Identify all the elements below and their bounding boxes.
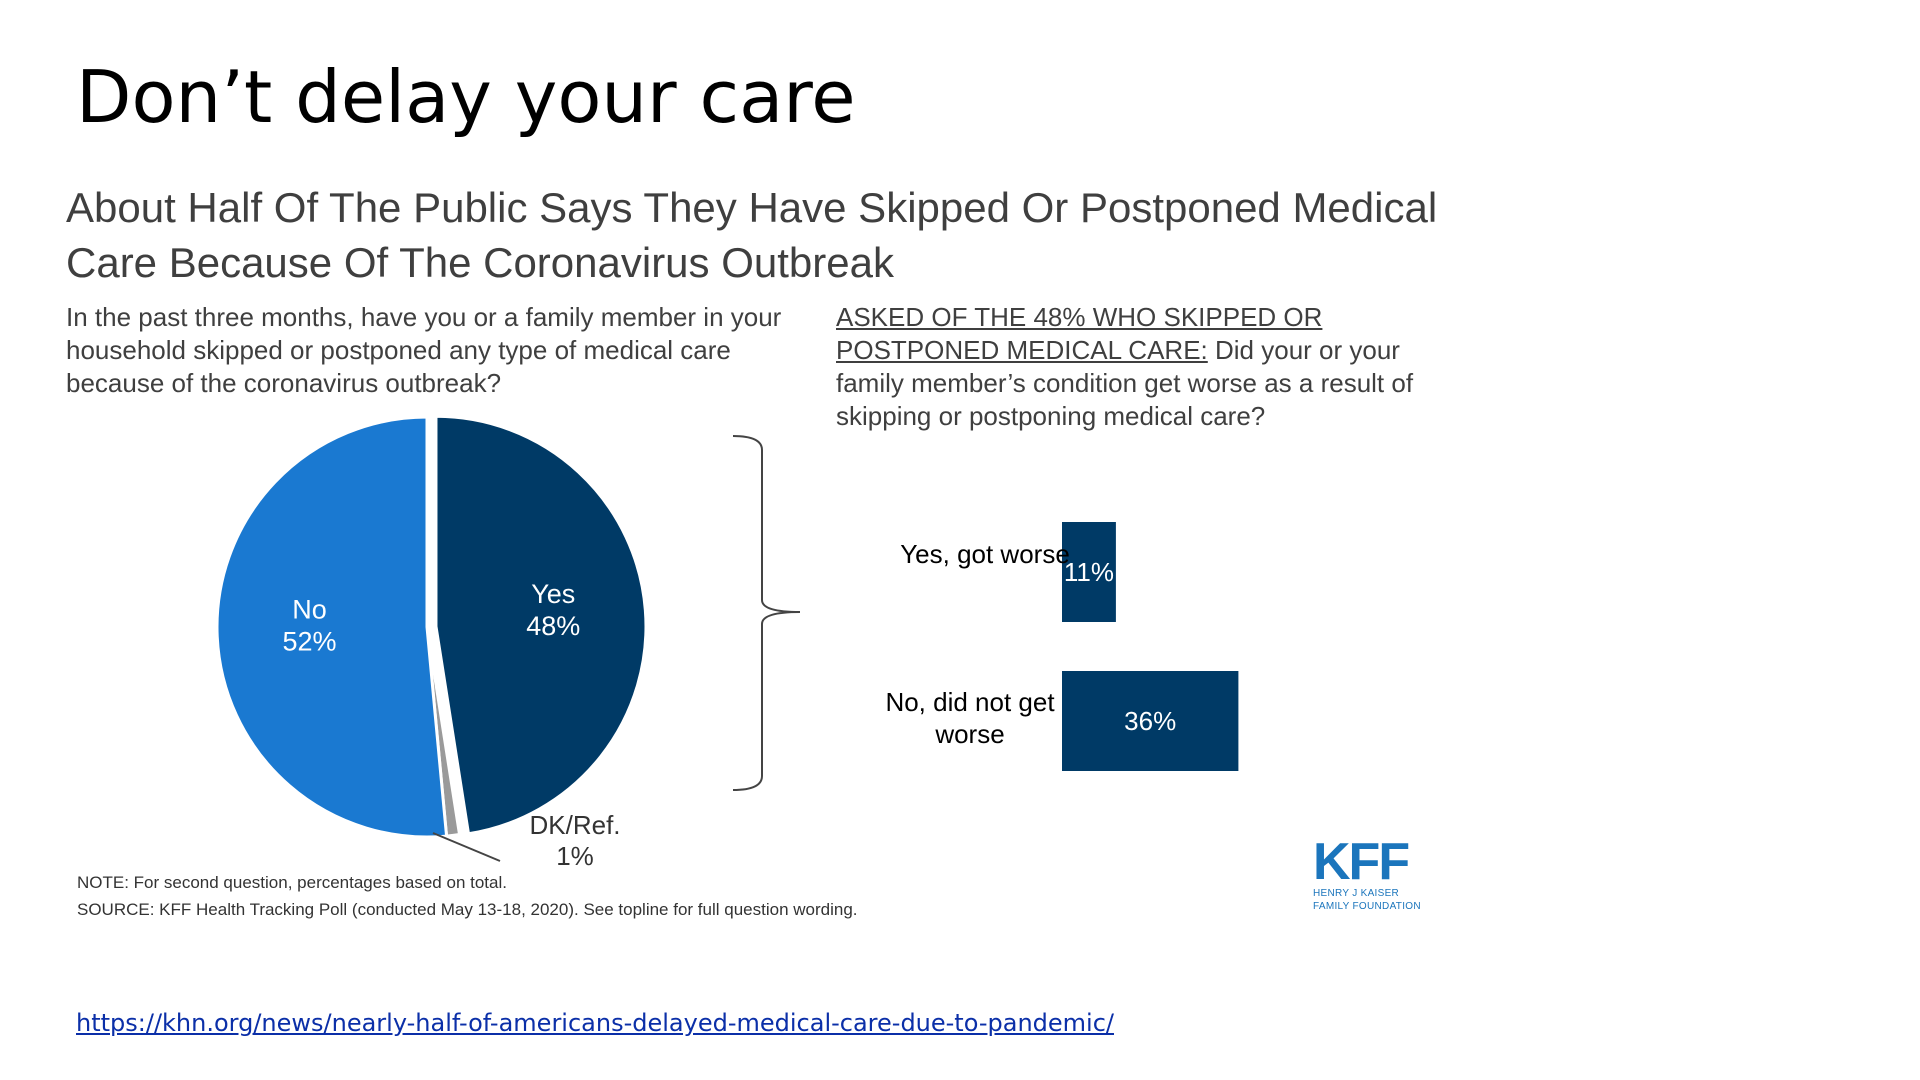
logo-subtitle-1: HENRY J KAISER: [1313, 888, 1400, 899]
kff-logo: KFF HENRY J KAISER FAMILY FOUNDATION: [1313, 833, 1433, 912]
pie-value-yes: 48%: [526, 611, 580, 641]
bar-category-label-1: Yes, got worse: [900, 539, 1070, 569]
chart-title: About Half Of The Public Says They Have …: [66, 184, 1438, 286]
dk-ref-label: DK/Ref.: [529, 810, 620, 840]
pie-label-yes: Yes: [531, 579, 575, 609]
logo-mark: KFF: [1313, 833, 1410, 891]
note: NOTE: For second question, percentages b…: [77, 873, 507, 892]
question-1: In the past three months, have you or a …: [66, 302, 782, 398]
bar-value-label-1: 11%: [1064, 557, 1114, 587]
source-link[interactable]: https://khn.org/news/nearly-half-of-amer…: [76, 1009, 1114, 1037]
pie-label-no: No: [292, 594, 327, 624]
pie-slice-yes: [434, 414, 648, 836]
bracket: [732, 435, 801, 791]
pie-slice-no: [215, 415, 449, 839]
dk-ref-value: 1%: [556, 841, 594, 871]
logo-subtitle-2: FAMILY FOUNDATION: [1313, 901, 1421, 912]
bar-value-label-2: 36%: [1124, 706, 1176, 736]
bar-2: [1062, 671, 1239, 771]
question-2-text: Did your or your family member’s conditi…: [836, 335, 1414, 431]
bar-1: [1062, 522, 1116, 622]
question-2-prefix: ASKED OF THE 48% WHO SKIPPED OR POSTPONE…: [836, 302, 1323, 365]
bar-chart: 11% 36%: [1062, 522, 1239, 771]
dk-ref-leader-line: [432, 832, 501, 862]
source-note: SOURCE: KFF Health Tracking Poll (conduc…: [77, 900, 858, 919]
question-2: ASKED OF THE 48% WHO SKIPPED OR POSTPONE…: [836, 301, 1456, 433]
pie-value-no: 52%: [283, 626, 337, 656]
slide-title: Don’t delay your care: [76, 55, 856, 139]
bar-category-label-2: No, did not get worse: [885, 687, 1055, 749]
